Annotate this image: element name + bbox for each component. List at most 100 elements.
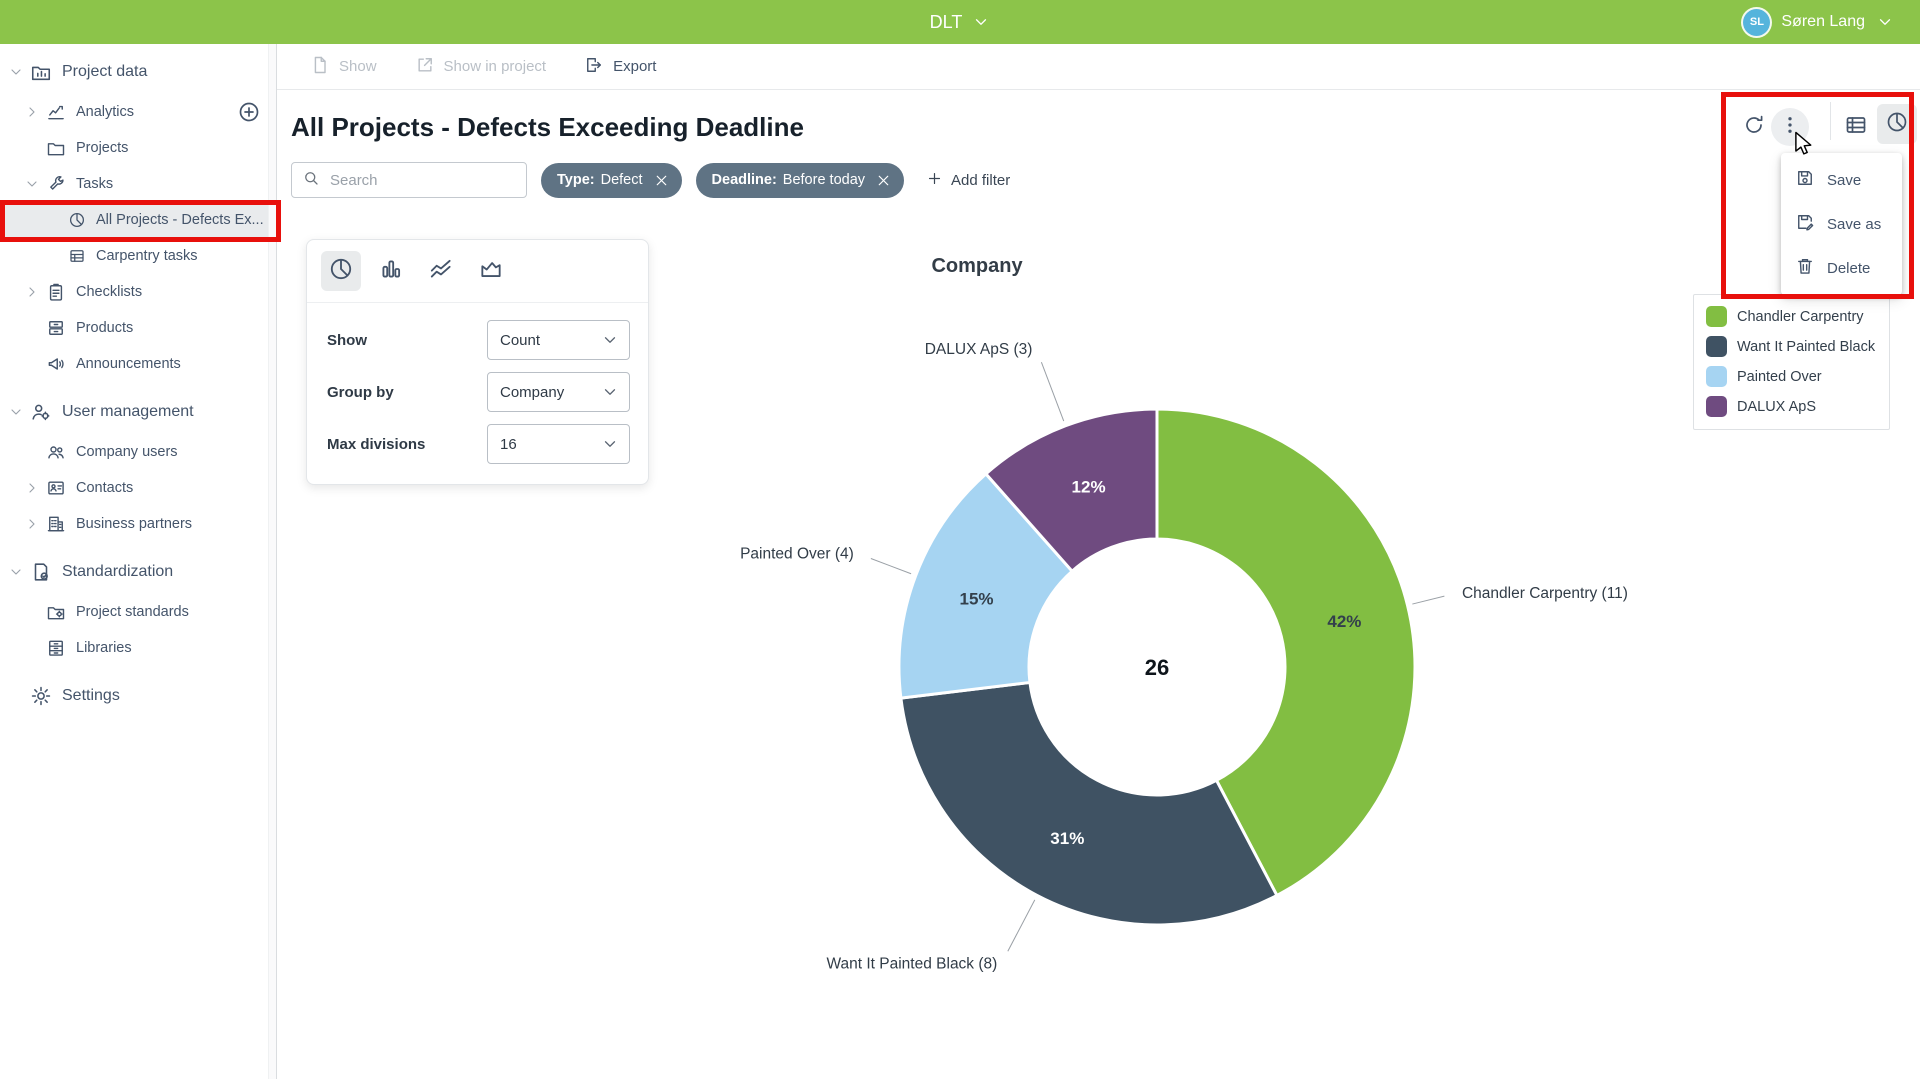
legend-label: Want It Painted Black xyxy=(1737,338,1876,355)
menu-item-save[interactable]: Save xyxy=(1781,158,1902,202)
sidebar-item-business-partners[interactable]: Business partners xyxy=(0,506,276,542)
remove-filter-icon[interactable] xyxy=(875,172,892,189)
sidebar-item-tasks[interactable]: Tasks xyxy=(0,166,276,202)
chevron-right-icon xyxy=(24,516,40,532)
pie-slice-dalux-aps[interactable] xyxy=(983,407,1159,574)
menu-item-delete[interactable]: Delete xyxy=(1781,246,1902,290)
contact-card-icon xyxy=(46,478,66,498)
legend-item-painted-over[interactable]: Painted Over xyxy=(1706,366,1875,387)
sidebar-item-analytics[interactable]: Analytics xyxy=(0,94,276,130)
legend-label: Painted Over xyxy=(1737,368,1822,385)
sidebar-item-label: Libraries xyxy=(76,640,132,656)
avatar: SL xyxy=(1743,8,1771,36)
sidebar-item-contacts[interactable]: Contacts xyxy=(0,470,276,506)
search-box[interactable] xyxy=(291,162,527,198)
menu-item-label: Save xyxy=(1827,171,1862,189)
chevron-down-icon xyxy=(601,435,619,453)
filter-chip-deadline[interactable]: Deadline: Before today xyxy=(695,162,905,198)
chart-view-button[interactable] xyxy=(1877,104,1917,144)
legend-swatch xyxy=(1706,366,1727,387)
remove-filter-icon[interactable] xyxy=(653,172,670,189)
page-title: All Projects - Defects Exceeding Deadlin… xyxy=(291,112,804,142)
pie-slice-painted-over[interactable] xyxy=(897,471,1075,700)
kebab-icon xyxy=(1779,114,1801,141)
wrench-icon xyxy=(46,174,66,194)
refresh-button[interactable] xyxy=(1739,112,1769,142)
group-by-select[interactable]: Company xyxy=(487,372,630,412)
products-icon xyxy=(46,318,66,338)
legend-item-dalux-aps[interactable]: DALUX ApS xyxy=(1706,396,1875,417)
sidebar-item-products[interactable]: Products xyxy=(0,310,276,346)
filter-chip-label: Deadline: xyxy=(711,172,777,188)
sidebar-scrollbar[interactable] xyxy=(268,44,276,1079)
chart-type-switcher xyxy=(307,240,648,303)
sidebar-item-carpentry-tasks[interactable]: Carpentry tasks xyxy=(0,238,276,274)
sidebar-item-label: Analytics xyxy=(76,104,135,120)
sidebar-item-user-management[interactable]: User management xyxy=(0,394,276,430)
sidebar-item-label: Projects xyxy=(76,140,129,156)
sidebar-item-label: Carpentry tasks xyxy=(96,248,198,264)
sidebar-item-all-projects-defects-ex[interactable]: All Projects - Defects Ex... xyxy=(0,202,276,238)
pie-view-icon xyxy=(1885,110,1909,139)
legend-swatch xyxy=(1706,336,1727,357)
add-analysis-button[interactable] xyxy=(236,99,262,125)
sidebar-item-label: Settings xyxy=(62,687,120,704)
chevron-right-icon xyxy=(24,104,40,120)
filter-chip-type[interactable]: Type: Defect xyxy=(541,162,682,198)
chart-type-area-button[interactable] xyxy=(471,251,511,291)
pie-slice-chandler-carpentry[interactable] xyxy=(1155,407,1417,898)
donut-chart: Company 42% Chandler Carpentry (11) 31% Want… xyxy=(740,255,1628,973)
more-options-button[interactable] xyxy=(1771,108,1809,146)
gear-icon xyxy=(30,685,52,707)
legend-item-chandler-carpentry[interactable]: Chandler Carpentry xyxy=(1706,306,1875,327)
pie-slice-want-it-painted-black[interactable] xyxy=(899,680,1279,927)
show-select[interactable]: Count xyxy=(487,320,630,360)
chevron-down-icon xyxy=(24,176,40,192)
user-gear-icon xyxy=(30,401,52,423)
add-filter-button[interactable]: Add filter xyxy=(926,170,1010,191)
show-in-project-button: Show in project xyxy=(415,55,546,79)
slice-percent-label: 31% xyxy=(1050,829,1084,848)
pie-icon xyxy=(68,211,86,229)
clipboard-icon xyxy=(46,282,66,302)
sidebar-item-project-data[interactable]: Project data xyxy=(0,54,276,90)
label-leader-line xyxy=(1007,899,1036,952)
chart-type-line-button[interactable] xyxy=(421,251,461,291)
chevron-down-icon xyxy=(972,13,990,31)
sidebar-item-label: All Projects - Defects Ex... xyxy=(96,212,264,228)
slice-name-label: Chandler Carpentry (11) xyxy=(1462,585,1628,602)
sidebar-item-label: User management xyxy=(62,403,194,420)
chart-type-bar-button[interactable] xyxy=(371,251,411,291)
sidebar-item-checklists[interactable]: Checklists xyxy=(0,274,276,310)
menu-item-save-as[interactable]: Save as xyxy=(1781,202,1902,246)
slice-name-label: DALUX ApS (3) xyxy=(925,341,1033,358)
sidebar-item-standardization[interactable]: Standardization xyxy=(0,554,276,590)
users-icon xyxy=(46,442,66,462)
table-icon xyxy=(68,247,86,265)
show-button-label: Show xyxy=(339,58,377,75)
sidebar-item-label: Products xyxy=(76,320,134,336)
legend-item-want-it-painted-black[interactable]: Want It Painted Black xyxy=(1706,336,1875,357)
table-view-button[interactable] xyxy=(1841,112,1871,142)
sidebar-item-projects[interactable]: Projects xyxy=(0,130,276,166)
legend-label: DALUX ApS xyxy=(1737,398,1816,415)
slice-percent-label: 12% xyxy=(1072,478,1106,497)
legend-label: Chandler Carpentry xyxy=(1737,308,1864,325)
sidebar-item-settings[interactable]: Settings xyxy=(0,678,276,714)
menu-item-label: Save as xyxy=(1827,215,1882,233)
chart-type-pie-button[interactable] xyxy=(321,251,361,291)
sidebar-item-announcements[interactable]: Announcements xyxy=(0,346,276,382)
sidebar-item-company-users[interactable]: Company users xyxy=(0,434,276,470)
user-menu[interactable]: SL Søren Lang xyxy=(1743,0,1894,44)
workspace-switcher[interactable]: DLT xyxy=(930,12,991,33)
sidebar-item-libraries[interactable]: Libraries xyxy=(0,630,276,666)
sidebar-item-project-standards[interactable]: Project standards xyxy=(0,594,276,630)
max-divisions-select[interactable]: 16 xyxy=(487,424,630,464)
search-input[interactable] xyxy=(328,170,516,190)
label-leader-line xyxy=(1412,595,1445,605)
export-button[interactable]: Export xyxy=(584,55,656,79)
open-in-new-icon xyxy=(415,55,435,79)
folder-icon xyxy=(46,138,66,158)
project-data-icon xyxy=(30,61,52,83)
